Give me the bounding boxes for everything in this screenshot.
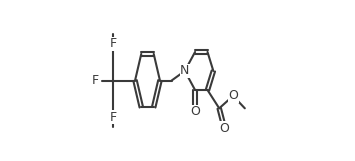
- Text: F: F: [91, 74, 98, 87]
- Text: O: O: [228, 89, 238, 102]
- Text: F: F: [110, 37, 117, 50]
- Text: F: F: [110, 111, 117, 124]
- Text: O: O: [219, 122, 229, 135]
- Text: O: O: [190, 105, 200, 118]
- Text: N: N: [180, 65, 190, 77]
